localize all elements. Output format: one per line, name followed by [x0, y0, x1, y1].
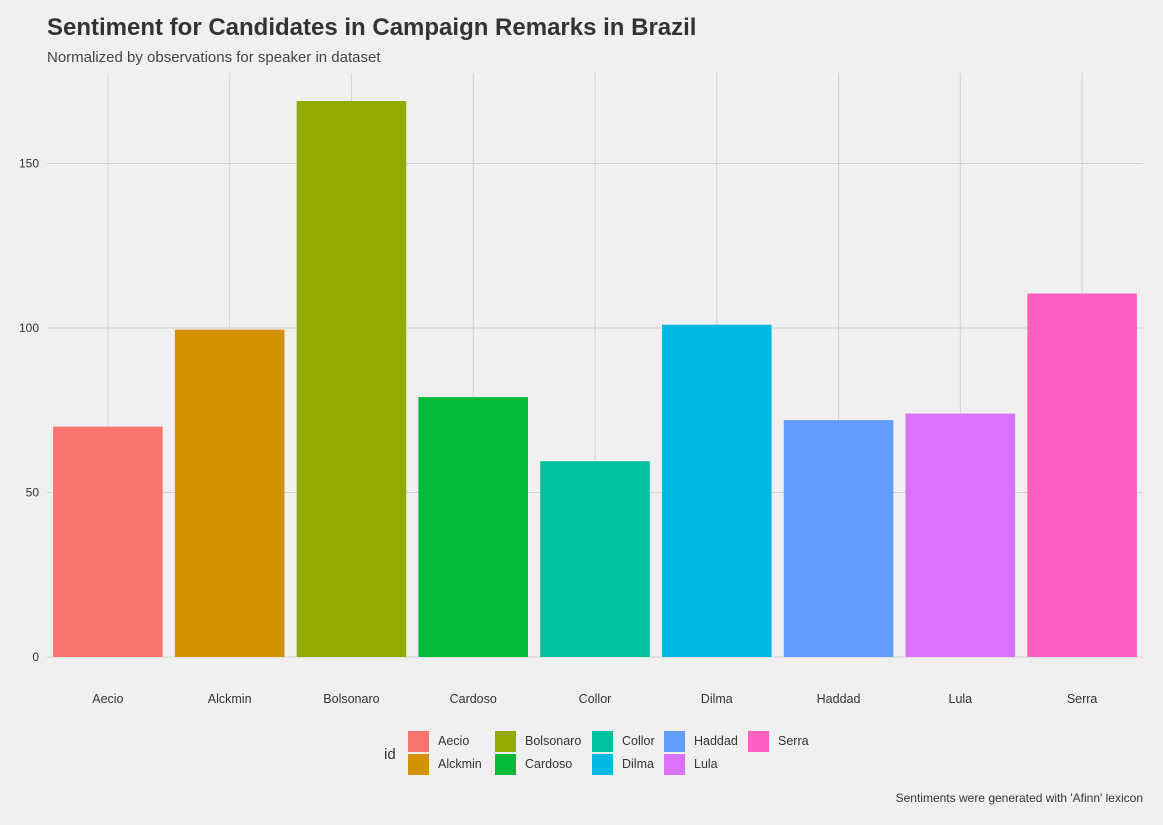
- bar-lula: [905, 413, 1016, 657]
- legend-swatch: [495, 754, 516, 775]
- legend-title: id: [384, 746, 396, 763]
- x-tick-label: Lula: [949, 692, 973, 706]
- chart-subtitle: Normalized by observations for speaker i…: [47, 49, 381, 66]
- x-tick-label: Aecio: [92, 692, 123, 706]
- x-axis-labels: Aecio Alckmin Bolsonaro Cardoso Collor Dilma H…: [92, 692, 1097, 706]
- x-tick-label: Serra: [1067, 692, 1098, 706]
- bar-haddad: [783, 420, 894, 657]
- bar-dilma: [661, 324, 772, 657]
- x-tick-label: Cardoso: [450, 692, 497, 706]
- x-tick-label: Haddad: [817, 692, 861, 706]
- bar-serra: [1027, 293, 1137, 657]
- legend-label: Cardoso: [525, 757, 573, 771]
- legend-swatch: [664, 731, 685, 752]
- bar-aecio: [53, 426, 163, 657]
- chart-caption: Sentiments were generated with 'Afinn' l…: [895, 791, 1143, 805]
- x-tick-label: Alckmin: [208, 692, 252, 706]
- legend-label: Haddad: [694, 734, 738, 748]
- x-tick-label: Dilma: [701, 692, 733, 706]
- legend-label: Dilma: [622, 757, 654, 771]
- legend-label: Lula: [694, 757, 718, 771]
- bar-alckmin: [174, 329, 285, 657]
- y-axis-labels: 0 50 100 150: [19, 157, 39, 665]
- bar-cardoso: [418, 397, 529, 657]
- bar-bolsonaro: [296, 100, 407, 658]
- legend-swatch: [664, 754, 685, 775]
- legend-label: Serra: [778, 734, 809, 748]
- y-tick-label: 0: [32, 650, 39, 664]
- legend-swatch: [592, 731, 613, 752]
- y-tick-label: 100: [19, 321, 39, 335]
- y-tick-label: 50: [26, 486, 40, 500]
- legend-swatch: [408, 754, 429, 775]
- legend-swatch: [748, 731, 769, 752]
- x-tick-label: Bolsonaro: [323, 692, 379, 706]
- legend-label: Aecio: [438, 734, 470, 748]
- bars: [53, 100, 1137, 658]
- legend-swatch: [495, 731, 516, 752]
- legend-swatch: [592, 754, 613, 775]
- bar-collor: [540, 461, 650, 657]
- x-tick-label: Collor: [579, 692, 612, 706]
- legend-label: Bolsonaro: [525, 734, 582, 748]
- y-tick-label: 150: [19, 157, 39, 171]
- chart-title: Sentiment for Candidates in Campaign Rem…: [47, 14, 697, 41]
- legend-label: Collor: [622, 734, 655, 748]
- legend-label: Alckmin: [438, 757, 482, 771]
- legend-swatch: [408, 731, 429, 752]
